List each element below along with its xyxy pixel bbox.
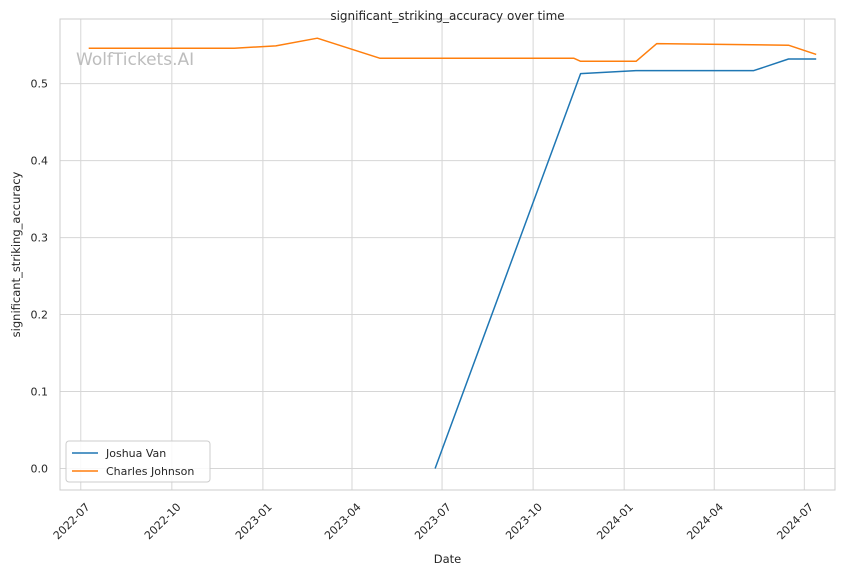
x-tick-label: 2024-01 bbox=[594, 501, 636, 543]
x-axis-label: Date bbox=[434, 552, 462, 566]
plot-frame bbox=[59, 18, 836, 491]
y-tick-label: 0.5 bbox=[31, 78, 49, 91]
y-axis-label: significant_striking_accuracy bbox=[9, 171, 23, 337]
y-tick-label: 0.4 bbox=[31, 155, 49, 168]
x-tick-label: 2023-04 bbox=[322, 501, 364, 543]
x-tick-labels: 2022-07 2022-10 2023-01 2023-04 2023-07 2023-… bbox=[51, 501, 816, 543]
legend: Joshua Van Charles Johnson bbox=[65, 440, 211, 483]
series-line-charles-johnson bbox=[88, 37, 817, 63]
x-tick-label: 2023-10 bbox=[503, 501, 545, 543]
series-line-joshua-van bbox=[434, 58, 817, 469]
watermark-text: WolfTickets.AI bbox=[76, 50, 194, 70]
x-tick-label: 2023-07 bbox=[412, 501, 454, 543]
x-tick-label: 2022-10 bbox=[142, 501, 184, 543]
legend-label-charles-johnson: Charles Johnson bbox=[106, 465, 194, 478]
chart-title: significant_striking_accuracy over time bbox=[330, 9, 564, 23]
x-tick-label: 2023-01 bbox=[233, 501, 275, 543]
grid-lines bbox=[60, 19, 835, 490]
x-tick-label: 2024-04 bbox=[684, 501, 726, 543]
y-tick-labels: 0.0 0.1 0.2 0.3 0.4 0.5 bbox=[31, 78, 49, 476]
y-tick-label: 0.2 bbox=[31, 309, 49, 322]
y-tick-label: 0.1 bbox=[31, 385, 49, 398]
legend-box bbox=[65, 440, 211, 483]
series-lines bbox=[88, 37, 817, 469]
x-tick-label: 2024-07 bbox=[774, 501, 816, 543]
y-tick-label: 0.3 bbox=[31, 232, 49, 245]
y-tick-label: 0.0 bbox=[31, 462, 49, 475]
x-tick-label: 2022-07 bbox=[51, 501, 93, 543]
legend-label-joshua-van: Joshua Van bbox=[105, 447, 166, 460]
